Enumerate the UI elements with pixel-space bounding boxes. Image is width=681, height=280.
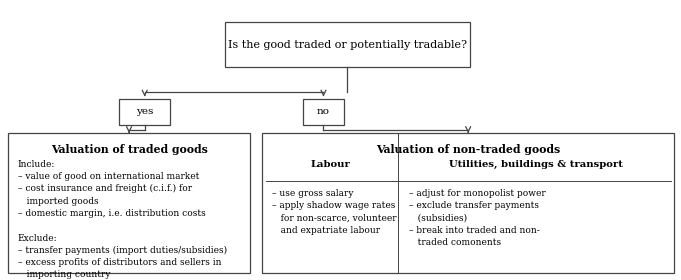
Bar [225,22,470,67]
Text: – cost insurance and freight (c.i.f.) for: – cost insurance and freight (c.i.f.) fo… [18,184,192,193]
Text: – domestic margin, i.e. distribution costs: – domestic margin, i.e. distribution cos… [18,209,206,218]
Text: traded comonents: traded comonents [409,238,501,247]
Text: Exclude:: Exclude: [18,234,57,242]
Text: Labour: Labour [311,160,350,169]
Text: Is the good traded or potentially tradable?: Is the good traded or potentially tradab… [228,40,466,50]
Bar [119,99,170,125]
Text: importing country: importing country [18,270,110,279]
Text: no: no [317,108,330,116]
Text: – break into traded and non-: – break into traded and non- [409,226,539,235]
Text: Include:: Include: [18,160,55,169]
Text: yes: yes [136,108,153,116]
Text: Utilities, buildings & transport: Utilities, buildings & transport [449,160,623,169]
Bar [262,133,674,273]
Text: – apply shadow wage rates: – apply shadow wage rates [272,201,396,210]
Text: (subsidies): (subsidies) [409,214,466,223]
Text: for non-scarce, volunteer: for non-scarce, volunteer [272,214,397,223]
Text: Valuation of non-traded goods: Valuation of non-traded goods [376,144,560,155]
Bar [8,133,250,273]
Text: – use gross salary: – use gross salary [272,189,354,198]
Text: – transfer payments (import duties/subsidies): – transfer payments (import duties/subsi… [18,246,227,255]
Text: – adjust for monopolist power: – adjust for monopolist power [409,189,545,198]
Text: and expatriate labour: and expatriate labour [272,226,381,235]
Text: Valuation of traded goods: Valuation of traded goods [50,144,208,155]
Text: – excess profits of distributors and sellers in: – excess profits of distributors and sel… [18,258,221,267]
Text: – value of good on international market: – value of good on international market [18,172,199,181]
Bar [303,99,344,125]
Text: imported goods: imported goods [18,197,98,206]
Text: – exclude transfer payments: – exclude transfer payments [409,201,539,210]
